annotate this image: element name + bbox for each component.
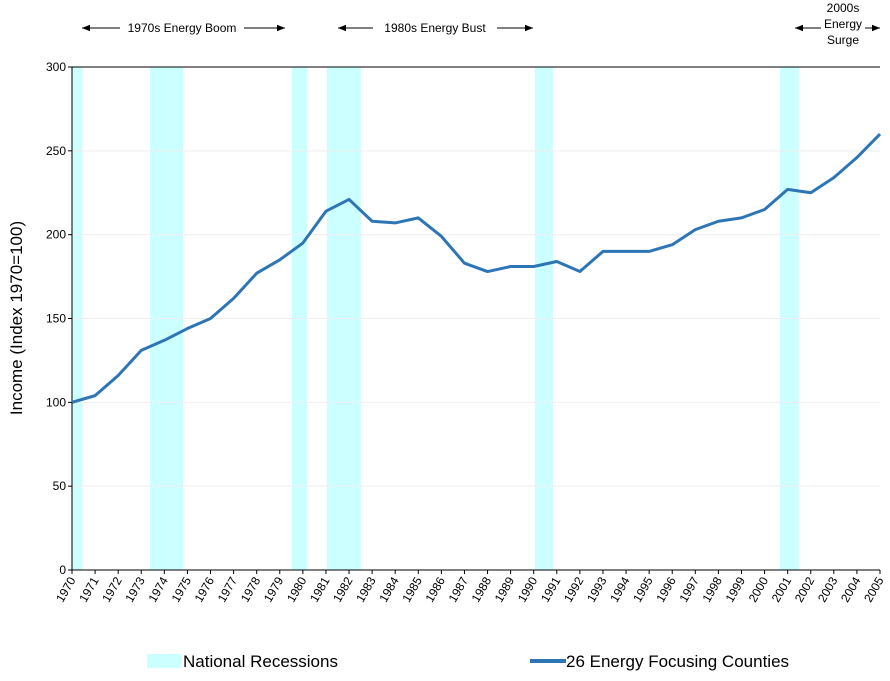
series-line	[71, 133, 882, 404]
x-tick-label: 1987	[446, 574, 472, 604]
x-tick-label: 1978	[238, 574, 264, 604]
y-tick-label: 300	[46, 60, 66, 74]
x-tick-label: 1994	[607, 574, 633, 604]
x-tick-label: 2000	[746, 574, 772, 604]
x-tick-label: 1990	[515, 574, 541, 604]
x-tick-label: 1997	[676, 574, 702, 604]
x-tick-label: 1970	[53, 574, 79, 604]
x-tick-label: 1993	[584, 574, 610, 604]
x-tick-label: 1992	[561, 574, 587, 604]
x-tick-label: 1985	[399, 574, 425, 604]
x-tick-label: 1979	[261, 574, 287, 604]
y-tick-label: 200	[46, 228, 66, 242]
x-tick-label: 1977	[215, 574, 241, 604]
era-label: 1970s Energy Boom	[128, 21, 237, 35]
x-tick-label: 1975	[169, 574, 195, 604]
x-tick-label: 1986	[422, 574, 448, 604]
x-tick-label: 1991	[538, 574, 564, 604]
x-tick-label: 2002	[792, 574, 818, 604]
x-tick-label: 1974	[145, 574, 171, 604]
x-tick-label: 2001	[769, 574, 795, 604]
legend-label: 26 Energy Focusing Counties	[566, 652, 789, 671]
x-tick-label: 1973	[122, 574, 148, 604]
x-tick-label: 1972	[99, 574, 125, 604]
x-tick-label: 1971	[76, 574, 102, 604]
x-tick-label: 1983	[353, 574, 379, 604]
era-label: 2000s Energy Surge	[824, 1, 862, 47]
legend-label: National Recessions	[183, 652, 338, 671]
x-tick-label: 1981	[307, 574, 333, 604]
legend-swatch	[147, 654, 181, 668]
y-tick-label: 100	[46, 395, 66, 409]
x-tick-label: 1998	[700, 574, 726, 604]
x-tick-label: 1980	[284, 574, 310, 604]
x-tick-label: 1988	[469, 574, 495, 604]
x-tick-label: 1995	[630, 574, 656, 604]
x-tick-label: 1996	[653, 574, 679, 604]
y-tick-label: 250	[46, 144, 66, 158]
x-tick-label: 1989	[492, 574, 518, 604]
x-tick-label: 1984	[376, 574, 402, 604]
y-axis-label: Income (Index 1970=100)	[7, 221, 26, 415]
x-tick-label: 2004	[838, 574, 864, 604]
y-tick-label: 50	[53, 479, 67, 493]
x-tick-label: 1982	[330, 574, 356, 604]
x-tick-label: 1999	[723, 574, 749, 604]
x-tick-label: 1976	[192, 574, 218, 604]
y-tick-label: 150	[46, 312, 66, 326]
x-tick-label: 2005	[861, 574, 887, 604]
x-tick-label: 2003	[815, 574, 841, 604]
era-label: 1980s Energy Bust	[384, 21, 486, 35]
y-tick-label: 0	[59, 563, 66, 577]
